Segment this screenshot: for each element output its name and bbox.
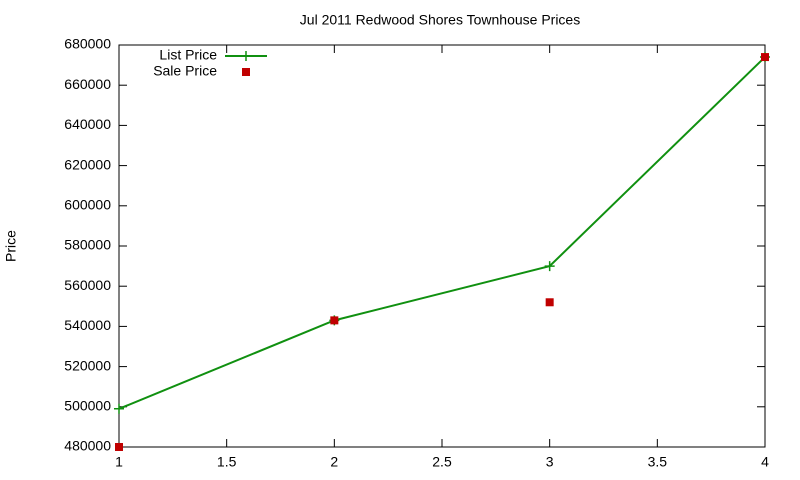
y-tick-label: 520000	[64, 357, 111, 373]
y-tick-label: 600000	[64, 197, 111, 213]
y-tick-label: 620000	[64, 156, 111, 172]
legend-marker	[241, 51, 251, 61]
y-tick-label: 560000	[64, 277, 111, 293]
y-tick-label: 480000	[64, 438, 111, 454]
x-tick-label: 4	[761, 454, 769, 470]
point	[544, 261, 555, 272]
y-tick-label: 580000	[64, 237, 111, 253]
chart-title: Jul 2011 Redwood Shores Townhouse Prices	[300, 12, 580, 28]
y-tick-label: 640000	[64, 116, 111, 132]
y-axis-label: Price	[3, 230, 19, 262]
y-tick-label: 500000	[64, 398, 111, 414]
line	[118, 56, 766, 410]
x-tick-label: 1.5	[217, 454, 237, 470]
x-tick-label: 3	[546, 454, 554, 470]
y-tick-label: 680000	[64, 36, 111, 52]
legend-label: Sale Price	[153, 63, 217, 79]
point	[761, 53, 769, 62]
point	[114, 403, 124, 414]
x-tick-label: 2	[330, 454, 338, 470]
point	[330, 316, 339, 325]
legend-label: List Price	[159, 47, 217, 63]
x-tick-label: 3.5	[648, 454, 668, 470]
x-tick-label: 1	[115, 454, 123, 470]
y-tick-label: 660000	[64, 76, 111, 92]
x-tick-label: 2.5	[432, 454, 452, 470]
legend-marker	[242, 68, 250, 76]
point	[545, 298, 554, 307]
point	[115, 443, 123, 451]
y-tick-label: 540000	[64, 317, 111, 333]
